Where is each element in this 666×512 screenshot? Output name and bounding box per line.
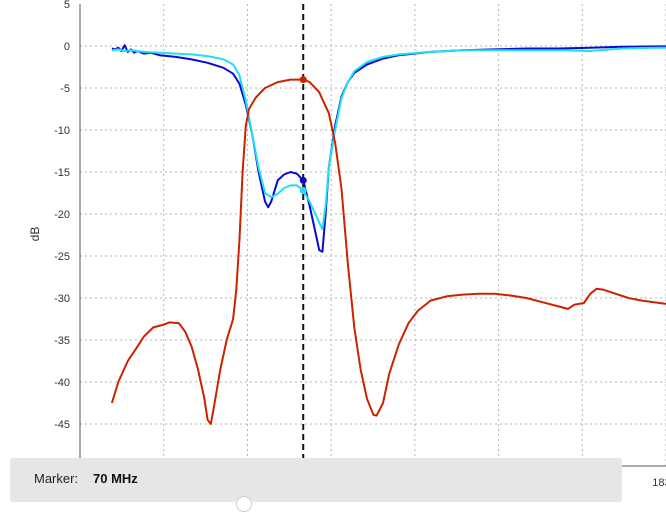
marker-dot-2 [299, 186, 307, 194]
y-tick-label: 5 [64, 0, 70, 11]
y-tick-label: -30 [54, 293, 70, 305]
series-lines [110, 44, 666, 425]
marker-control-bar: Marker: 70 MHz [10, 458, 622, 512]
y-tick-label: -20 [54, 209, 70, 221]
series-line-2 [111, 46, 666, 231]
axes [79, 4, 666, 467]
marker-value: 70 MHz [93, 471, 138, 486]
marker-group [299, 4, 307, 466]
y-tick-label: -40 [54, 377, 70, 389]
y-tick-label: -25 [54, 251, 70, 263]
y-tick-label: -15 [54, 167, 70, 179]
marker-dot-1 [299, 176, 307, 184]
y-tick-label: -10 [54, 125, 70, 137]
x-tick-label: 183.7 [652, 477, 666, 489]
series-line-3 [110, 78, 666, 425]
marker-label: Marker: [34, 471, 79, 486]
grid-lines [80, 4, 666, 466]
series-line-1 [111, 44, 666, 253]
y-tick-label: -5 [60, 83, 70, 95]
y-tick-label: -45 [54, 419, 70, 431]
y-tick-label: 0 [64, 41, 70, 53]
y-tick-label: -35 [54, 335, 70, 347]
marker-slider-handle[interactable] [236, 496, 252, 512]
y-axis-ticks: 50-5-10-15-20-25-30-35-40-45-50 [54, 0, 70, 473]
y-axis-label: dB [28, 227, 42, 242]
marker-dot-3 [299, 76, 307, 84]
